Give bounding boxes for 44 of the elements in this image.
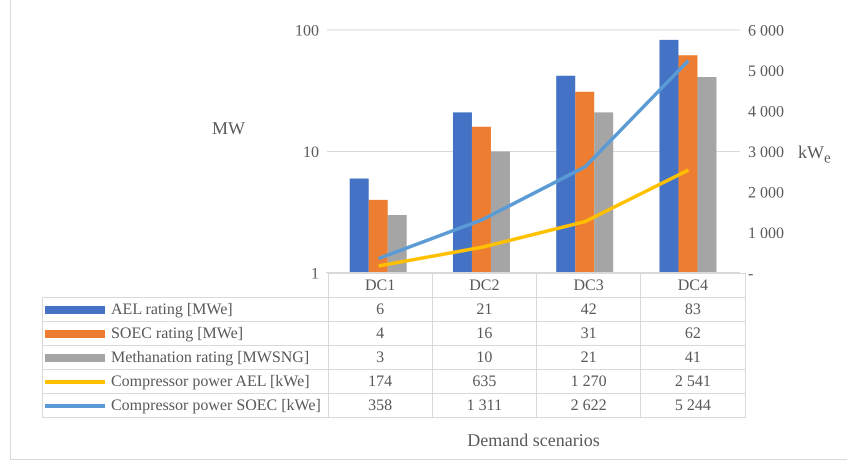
y2-tick-label: 5 000 <box>748 63 784 80</box>
legend-label: Compressor power AEL [kWe] <box>111 372 310 390</box>
y2-tick-label: 3 000 <box>748 144 784 162</box>
x-tick-label: DC2 <box>432 274 536 298</box>
y-tick-label: 10 <box>303 144 319 162</box>
y-axis-title: MW <box>212 118 245 139</box>
data-label: 3 <box>328 346 432 370</box>
x-tick-label: DC3 <box>536 274 641 298</box>
data-label: 2 622 <box>536 394 641 418</box>
data-label: 6 <box>328 298 432 322</box>
x-tick-label: DC1 <box>328 274 432 298</box>
legend-label: AEL rating [MWe] <box>111 300 233 318</box>
data-label: 174 <box>328 370 432 394</box>
data-label: 2 541 <box>640 370 745 394</box>
data-label: 83 <box>640 298 745 322</box>
y-tick-label: 100 <box>295 22 319 40</box>
x-tick-label: DC4 <box>640 274 745 298</box>
y2-tick-label: 6 000 <box>748 22 784 40</box>
line-series <box>376 168 690 268</box>
data-label: 10 <box>432 346 536 370</box>
data-label: 5 244 <box>640 394 745 418</box>
data-label: 21 <box>432 298 536 322</box>
data-label: 21 <box>536 346 641 370</box>
data-label: 42 <box>536 298 641 322</box>
y2-tick-label: 4 000 <box>748 104 784 121</box>
text: Demand scenarios <box>466 430 601 451</box>
y2-tick-label: 2 000 <box>748 184 784 202</box>
legend-label: Compressor power SOEC [kWe] <box>111 396 321 414</box>
data-label: 1 270 <box>536 370 641 394</box>
data-label: 4 <box>328 322 432 346</box>
legend-label: SOEC rating [MWe] <box>111 324 244 342</box>
data-label: 1 311 <box>432 394 536 418</box>
legend-label: Methanation rating [MWSNG] <box>111 348 310 366</box>
y2-tick-label: 1 000 <box>748 225 784 242</box>
y-tick-label: 1 <box>311 266 319 283</box>
data-label: 635 <box>432 370 536 394</box>
data-label: 62 <box>640 322 745 346</box>
data-label: 31 <box>536 322 641 346</box>
y2-axis-title: kW$_{e}$ <box>798 142 831 168</box>
line-series <box>376 58 690 260</box>
y2-tick-label: - <box>748 266 754 283</box>
data-label: 41 <box>640 346 745 370</box>
data-label: 358 <box>328 394 432 418</box>
data-label: 16 <box>432 322 536 346</box>
